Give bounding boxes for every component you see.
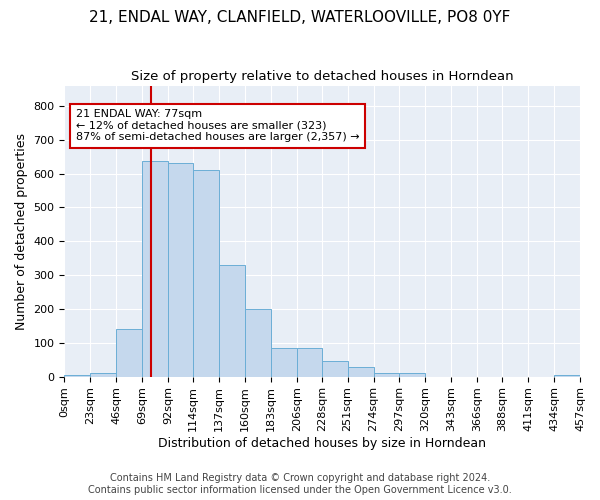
Bar <box>193 170 219 376</box>
Bar <box>347 368 374 376</box>
Bar <box>116 329 142 376</box>
Bar <box>297 348 322 376</box>
Bar <box>374 372 400 376</box>
Bar <box>64 375 91 376</box>
Bar <box>400 372 425 376</box>
Bar <box>219 265 245 376</box>
Text: 21, ENDAL WAY, CLANFIELD, WATERLOOVILLE, PO8 0YF: 21, ENDAL WAY, CLANFIELD, WATERLOOVILLE,… <box>89 10 511 25</box>
Bar <box>142 160 168 376</box>
Title: Size of property relative to detached houses in Horndean: Size of property relative to detached ho… <box>131 70 514 83</box>
Bar <box>322 362 347 376</box>
Y-axis label: Number of detached properties: Number of detached properties <box>15 132 28 330</box>
Bar <box>554 375 580 376</box>
Bar <box>168 162 193 376</box>
Text: 21 ENDAL WAY: 77sqm
← 12% of detached houses are smaller (323)
87% of semi-detac: 21 ENDAL WAY: 77sqm ← 12% of detached ho… <box>76 109 359 142</box>
Bar <box>91 373 116 376</box>
X-axis label: Distribution of detached houses by size in Horndean: Distribution of detached houses by size … <box>158 437 486 450</box>
Bar <box>245 309 271 376</box>
Bar <box>271 348 297 376</box>
Text: Contains HM Land Registry data © Crown copyright and database right 2024.
Contai: Contains HM Land Registry data © Crown c… <box>88 474 512 495</box>
